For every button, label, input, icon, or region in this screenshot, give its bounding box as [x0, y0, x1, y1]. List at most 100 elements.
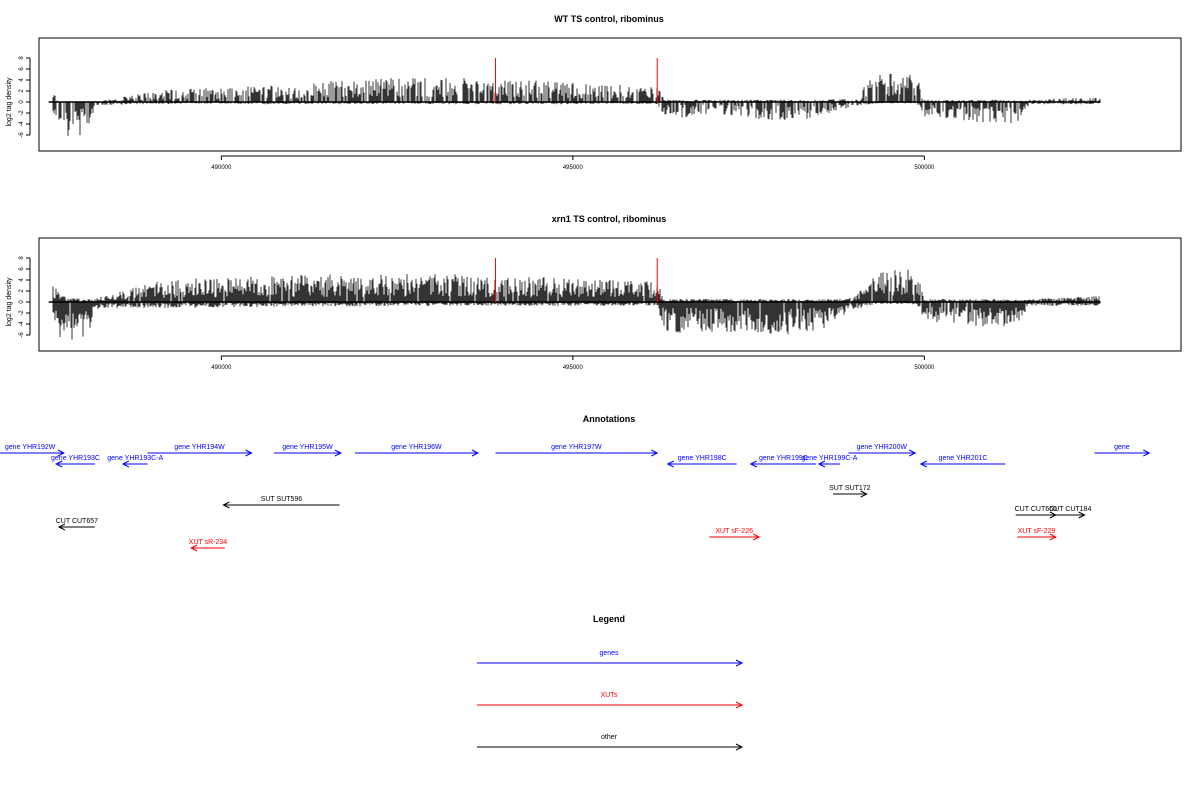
annotation-feature: gene YHR200W	[848, 444, 917, 457]
legend-arrow-head	[735, 743, 744, 751]
annotation-label: gene YHR192W	[5, 444, 56, 451]
annotation-feature: SUT SUT172	[829, 485, 871, 498]
annotation-feature: gene YHR199C-A	[801, 455, 858, 468]
y-tick-label: 2	[19, 89, 25, 93]
annotation-arrow-head	[57, 523, 66, 531]
annotation-arrow-head	[190, 544, 198, 552]
annotation-feature: XUT sF-226	[709, 528, 761, 541]
y-tick-label: -6	[19, 332, 25, 338]
annotation-feature: gene YHR192W	[0, 444, 65, 457]
annotation-arrow-head	[749, 460, 757, 468]
annotation-label: CUT CUT184	[1049, 506, 1091, 513]
legend-panel: Legend genes XUTs other	[477, 614, 744, 751]
y-tick-label: -2	[19, 110, 25, 116]
xrn1-coverage-bars	[52, 269, 1101, 340]
wt-plot-frame	[38, 37, 1182, 152]
wt-x-axis: 490000 495000 500000	[211, 155, 935, 171]
annotation-feature: XUT sF-229	[1017, 528, 1057, 541]
y-tick-label: 8	[19, 56, 25, 60]
annotation-label: gene YHR199C	[759, 455, 808, 462]
y-tick-label: -6	[19, 132, 25, 138]
annotation-feature: XUT sR-234	[189, 539, 227, 552]
annotation-label: gene YHR199C-A	[801, 455, 857, 462]
wt-panel-title: WT TS control, ribominus	[554, 14, 664, 24]
annotation-label: gene YHR201C	[939, 455, 988, 462]
y-tick-label: 6	[19, 67, 25, 71]
annotation-arrow-head	[121, 460, 130, 468]
annotation-arrow-head	[908, 449, 917, 457]
annotation-arrow-head	[55, 460, 63, 468]
annotation-feature: CUT CUT657	[56, 518, 98, 531]
annotation-arrow-head	[222, 501, 230, 509]
annotation-arrow-head	[471, 449, 480, 457]
annotation-arrow-head	[1049, 533, 1057, 541]
annotation-feature: gene YHR193C-A	[107, 455, 164, 468]
annotation-feature: gene YHR196W	[354, 444, 480, 457]
annotation-feature: CUT CUT184	[1049, 506, 1091, 519]
annotation-label: gene YHR196W	[391, 444, 442, 451]
annotation-arrow-head	[650, 449, 659, 457]
annotation-feature: CUT CUT660	[1015, 506, 1057, 519]
annotation-arrow-head	[666, 460, 674, 468]
legend-label: XUTs	[601, 692, 618, 699]
annotation-label: XUT sF-229	[1018, 528, 1056, 535]
annotation-arrow-head	[57, 449, 65, 457]
xrn1-plot-frame	[38, 237, 1182, 352]
annotation-label: gene YHR197W	[551, 444, 602, 451]
annotation-arrow-head	[860, 490, 868, 498]
annotation-feature: gene YHR199C	[749, 455, 817, 468]
annotation-label: gene YHR198C	[678, 455, 727, 462]
annotation-feature: SUT SUT596	[222, 496, 340, 509]
annotations-title: Annotations	[583, 414, 636, 424]
x-tick-label: 490000	[211, 365, 232, 371]
legend-items: genes XUTs other	[477, 650, 744, 751]
y-tick-label: 4	[19, 78, 25, 82]
legend-item: other	[477, 734, 744, 751]
annotation-feature: gene YHR195W	[274, 444, 342, 457]
y-tick-label: -4	[19, 121, 25, 127]
annotation-label: CUT CUT660	[1015, 506, 1057, 513]
x-tick-label: 495000	[563, 365, 584, 371]
legend-item: XUTs	[477, 692, 744, 709]
annotation-label: XUT sR-234	[189, 539, 227, 546]
legend-label: genes	[599, 650, 619, 657]
annotation-label: gene YHR194W	[174, 444, 225, 451]
xrn1-coverage-panel: xrn1 TS control, ribominus log2 tag dens…	[6, 214, 1182, 371]
annotation-arrow-head	[334, 449, 342, 457]
annotation-label: gene YHR193C-A	[107, 455, 163, 462]
annotation-feature: gene YHR201C	[919, 455, 1006, 468]
y-tick-label: 2	[19, 289, 25, 293]
annotation-feature: gene YHR193C	[51, 455, 100, 468]
legend-title: Legend	[593, 614, 625, 624]
coverage-bars-path	[52, 269, 1101, 340]
annotation-arrow-head	[752, 533, 761, 541]
annotation-arrow-head	[1143, 449, 1151, 457]
wt-y-axis: 8 6 4 2 0 -2 -4 -6	[19, 56, 31, 138]
annotation-feature: gene YHR194W	[147, 444, 253, 457]
annotation-label: XUT sF-226	[715, 528, 753, 535]
y-tick-label: 4	[19, 278, 25, 282]
wt-y-axis-label: log2 tag density	[6, 77, 13, 127]
annotation-feature: gene YHR198C	[666, 455, 737, 468]
x-tick-label: 500000	[914, 165, 935, 171]
y-tick-label: 0	[19, 100, 25, 104]
annotation-arrow-head	[919, 460, 928, 468]
annotation-feature: gene YHR197W	[495, 444, 659, 457]
y-tick-label: -2	[19, 310, 25, 316]
xrn1-y-axis-label: log2 tag density	[6, 277, 13, 327]
annotation-label: gene YHR193C	[51, 455, 100, 462]
annotation-label: gene	[1114, 444, 1130, 451]
legend-arrow-head	[735, 659, 744, 667]
x-tick-label: 495000	[563, 165, 584, 171]
legend-label: other	[601, 734, 618, 741]
y-tick-label: 0	[19, 300, 25, 304]
legend-arrow-head	[735, 701, 744, 709]
x-tick-label: 490000	[211, 165, 232, 171]
annotation-arrow-head	[1078, 511, 1086, 519]
x-tick-label: 500000	[914, 365, 935, 371]
y-tick-label: -4	[19, 321, 25, 327]
annotation-features: gene YHR192W gene YHR193C gene YHR193C-A ge…	[0, 444, 1151, 552]
annotation-arrow-head	[1049, 511, 1057, 519]
